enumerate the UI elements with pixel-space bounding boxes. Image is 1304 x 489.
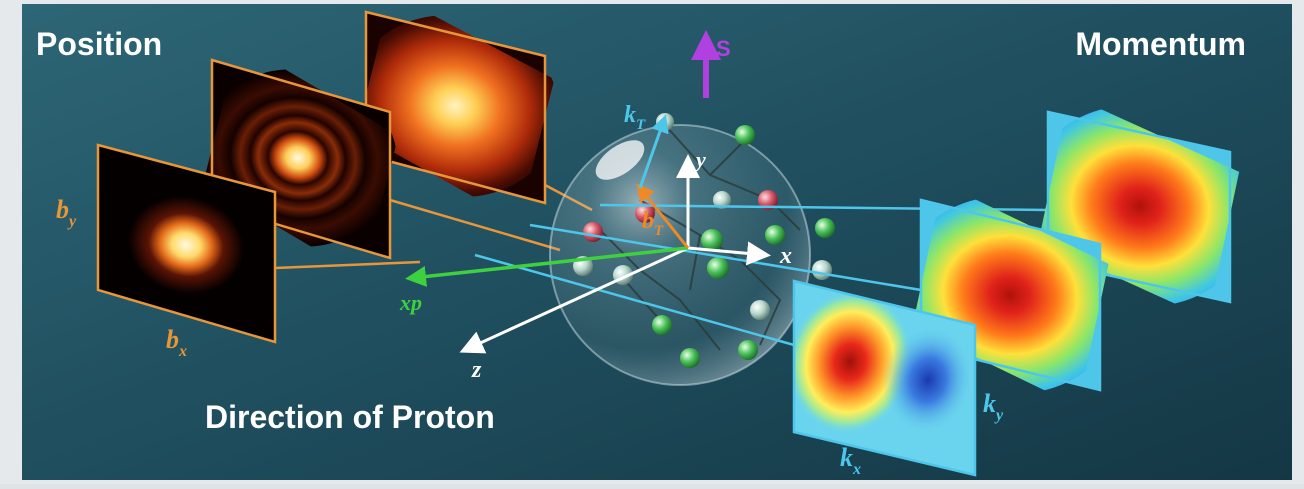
position-heading: Position [36, 26, 162, 62]
y-axis-label: y [693, 147, 706, 172]
x-axis-label: x [779, 243, 792, 269]
by-label: by [56, 195, 77, 230]
momentum-frame-1 [792, 279, 977, 477]
position-frame-1 [96, 143, 277, 344]
bx-label: bx [166, 325, 187, 360]
position-frame-3 [350, 10, 560, 205]
ky-label: ky [983, 389, 1004, 424]
bT-label: bT [642, 208, 664, 239]
kx-label: kx [840, 443, 861, 478]
momentum-heading: Momentum [1075, 26, 1246, 62]
proton-sphere [549, 113, 835, 386]
kT-label: kT [624, 102, 646, 133]
xp-label: xp [399, 290, 422, 315]
direction-heading: Direction of Proton [205, 399, 495, 435]
spin-label: S [716, 36, 731, 61]
z-axis-label: z [471, 357, 482, 383]
coordinate-axes [405, 30, 771, 354]
